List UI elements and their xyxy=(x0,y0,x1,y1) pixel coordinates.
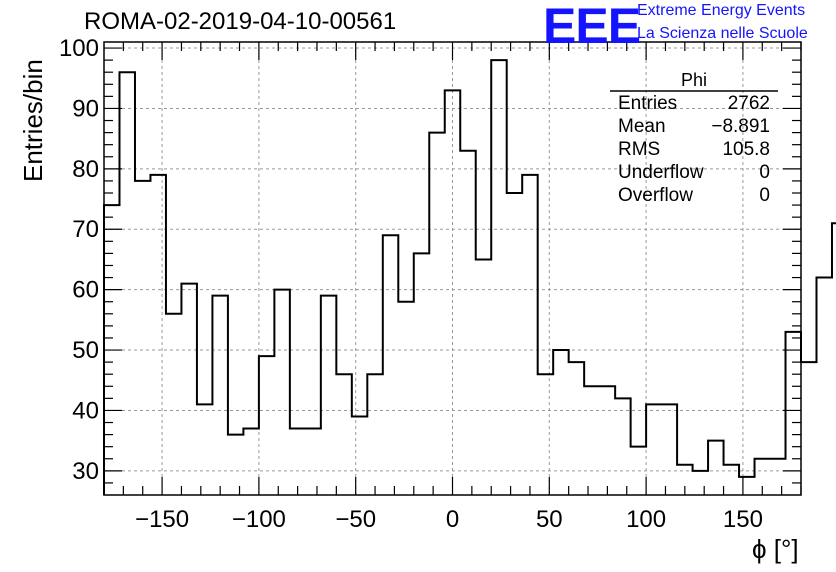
stats-value: 2762 xyxy=(727,93,770,114)
eee-logo-line1: Extreme Energy Events xyxy=(637,2,806,19)
x-axis-ticks xyxy=(122,42,802,495)
y-tick-label: 100 xyxy=(59,35,99,62)
stats-label: Mean xyxy=(618,116,666,137)
stats-value: 0 xyxy=(759,162,770,183)
x-tick-label: 0 xyxy=(446,506,459,533)
chart-title: ROMA-02-2019-04-10-00561 xyxy=(84,8,397,35)
stats-label: Underflow xyxy=(618,162,704,183)
stats-box-title: Phi xyxy=(680,70,707,90)
x-tick-labels: −150 −100 −50 0 50 100 150 xyxy=(135,506,763,533)
stats-label: RMS xyxy=(618,139,661,160)
x-tick-label: −150 xyxy=(135,506,189,533)
histogram-line xyxy=(103,59,836,495)
y-tick-labels: 30 40 50 60 70 80 90 100 xyxy=(59,35,99,485)
y-tick-label: 70 xyxy=(72,216,99,243)
y-tick-label: 40 xyxy=(72,397,99,424)
x-tick-label: 150 xyxy=(723,506,763,533)
x-axis-label: ϕ [°] xyxy=(752,534,799,564)
stats-label: Entries xyxy=(618,93,678,114)
y-tick-label: 60 xyxy=(72,277,99,304)
y-axis-label: Entries/bin xyxy=(18,59,48,182)
y-tick-label: 30 xyxy=(72,458,99,485)
plot-frame xyxy=(103,41,802,496)
x-tick-label: −100 xyxy=(232,506,286,533)
y-tick-label: 50 xyxy=(72,337,99,364)
stats-value: 105.8 xyxy=(722,139,770,160)
y-tick-label: 80 xyxy=(72,156,99,183)
x-tick-label: 50 xyxy=(536,506,563,533)
x-tick-label: −50 xyxy=(335,506,376,533)
y-tick-label: 90 xyxy=(72,95,99,122)
y-axis-ticks xyxy=(104,47,801,484)
eee-logo: EEE xyxy=(543,0,641,54)
grid-lines xyxy=(104,42,801,495)
eee-logo-line2: La Scienza nelle Scuole xyxy=(637,25,808,42)
stats-value: −8.891 xyxy=(711,116,770,137)
x-tick-label: 100 xyxy=(626,506,666,533)
stats-label: Overflow xyxy=(618,185,693,206)
stats-value: 0 xyxy=(759,185,770,206)
